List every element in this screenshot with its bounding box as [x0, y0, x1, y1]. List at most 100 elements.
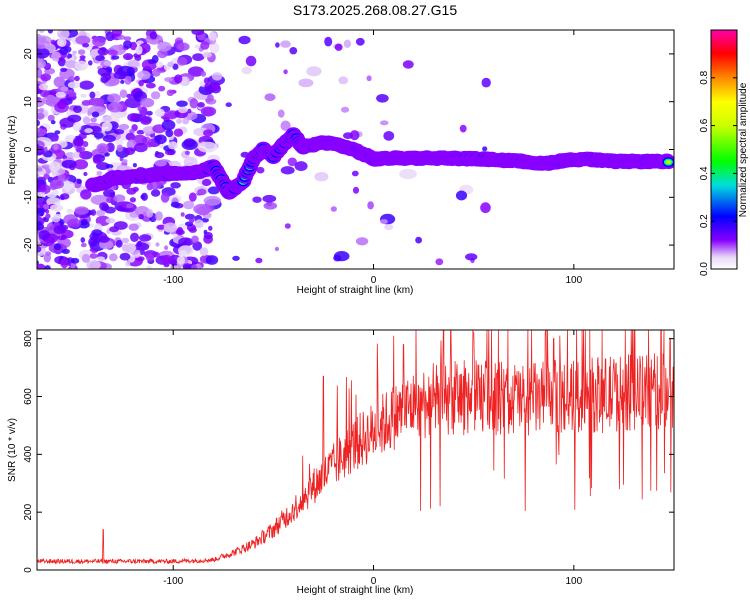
noise-speckle	[123, 40, 132, 49]
noise-speckle	[98, 235, 110, 243]
x-tick-label: 100	[565, 275, 582, 286]
noise-speckle	[197, 141, 218, 153]
noise-speckle	[53, 213, 62, 219]
noise-speckle	[211, 72, 223, 81]
noise-speckle	[64, 136, 72, 142]
noise-speckle	[106, 66, 113, 73]
noise-speckle	[89, 253, 98, 259]
noise-speckle	[333, 251, 350, 262]
noise-speckle	[252, 196, 262, 203]
noise-speckle	[155, 108, 165, 118]
noise-speckle	[37, 59, 46, 69]
noise-speckle	[72, 50, 77, 55]
noise-speckle	[200, 71, 207, 77]
noise-speckle	[166, 89, 174, 97]
noise-speckle	[57, 37, 67, 48]
noise-speckle	[132, 163, 137, 168]
noise-speckle	[47, 114, 55, 122]
noise-speckle	[232, 255, 240, 261]
noise-speckle	[127, 113, 141, 122]
colorbar: 0.0 0.2 0.4 0.6 0.8 Normalized spectral ampl…	[699, 29, 749, 276]
noise-speckle	[138, 234, 152, 242]
noise-speckle	[97, 48, 109, 56]
noise-speckle	[70, 262, 76, 269]
noise-speckle	[150, 91, 161, 100]
noise-speckle	[113, 194, 126, 202]
noise-speckle	[238, 35, 251, 45]
noise-speckle	[59, 46, 69, 56]
noise-speckle	[84, 128, 93, 134]
noise-speckle	[50, 120, 56, 125]
noise-speckle	[37, 176, 46, 185]
noise-speckle	[136, 129, 145, 135]
noise-speckle	[208, 225, 213, 231]
noise-speckle	[103, 189, 116, 198]
noise-speckle	[115, 239, 123, 248]
noise-speckle	[73, 159, 89, 170]
chart-title: S173.2025.268.08.27.G15	[292, 2, 458, 18]
noise-speckle	[177, 106, 188, 114]
noise-speckle	[168, 141, 178, 150]
noise-speckle	[101, 121, 113, 132]
noise-speckle	[367, 201, 374, 210]
noise-speckle	[126, 66, 135, 77]
noise-speckle	[160, 192, 170, 203]
noise-speckle	[37, 97, 41, 102]
noise-speckle	[109, 226, 119, 233]
noise-speckle	[129, 197, 136, 203]
noise-speckle	[138, 214, 144, 220]
noise-speckle	[177, 42, 190, 51]
noise-speckle	[74, 60, 88, 71]
noise-speckle	[343, 39, 352, 48]
noise-speckle	[192, 53, 205, 61]
snr-x-ticks: -100 0 100	[163, 330, 583, 587]
noise-speckle	[379, 219, 388, 225]
noise-speckle	[135, 45, 143, 55]
noise-speckle	[376, 94, 389, 103]
noise-speckle	[72, 151, 82, 159]
noise-speckle	[191, 235, 199, 244]
noise-speckle	[151, 55, 159, 64]
noise-speckle	[161, 119, 176, 131]
colorbar-tick-label: 0.2	[699, 214, 710, 228]
colorbar-tick-label: 0.8	[699, 70, 710, 84]
noise-speckle	[151, 68, 161, 77]
noise-speckle	[37, 112, 45, 120]
noise-speckle	[38, 83, 49, 91]
noise-speckle	[340, 106, 350, 113]
noise-speckle	[366, 75, 372, 82]
noise-speckle	[192, 241, 203, 251]
noise-speckle	[140, 97, 155, 108]
noise-speckle	[190, 264, 198, 269]
noise-speckle	[324, 36, 333, 47]
colorbar-label: Normalized spectral amplitude	[738, 82, 749, 217]
colorbar-ticks: 0.0 0.2 0.4 0.6 0.8	[699, 70, 737, 276]
noise-speckle	[96, 143, 109, 153]
noise-speckle	[158, 85, 166, 92]
noise-speckle	[182, 117, 190, 125]
noise-speckle	[94, 90, 101, 97]
noise-speckle	[245, 55, 257, 67]
noise-speckle	[298, 78, 314, 88]
y-tick-label: -10	[23, 190, 34, 205]
y-tick-label: 0	[23, 146, 34, 152]
noise-speckle	[83, 171, 88, 177]
noise-speckle	[118, 123, 130, 131]
noise-speckle	[37, 67, 43, 78]
noise-speckle	[165, 129, 174, 138]
noise-speckle	[61, 181, 75, 190]
noise-speckle	[204, 83, 213, 90]
noise-speckle	[164, 245, 169, 250]
noise-speckle	[284, 223, 291, 229]
noise-speckle	[480, 202, 491, 214]
noise-speckle	[77, 49, 86, 55]
noise-speckle	[95, 55, 105, 62]
noise-speckle	[183, 200, 195, 210]
noise-speckle	[106, 196, 114, 204]
noise-speckle	[174, 74, 183, 84]
snr-frame	[36, 329, 675, 571]
noise-speckle	[99, 202, 109, 211]
noise-speckle	[45, 209, 50, 214]
noise-speckle	[415, 236, 422, 244]
